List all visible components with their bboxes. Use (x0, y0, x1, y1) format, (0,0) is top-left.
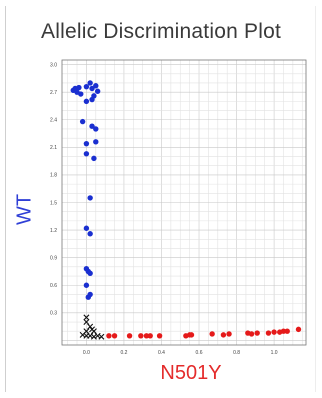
data-point-x (83, 314, 90, 321)
data-point (89, 85, 95, 92)
y-tick-label: 0.9 (50, 255, 57, 261)
data-point (156, 333, 163, 339)
y-tick-label: 2.1 (50, 145, 57, 151)
tick-labels: 0.0 0.2 0.4 0.6 0.8 1.0 0.3 0.6 0.9 1.2 1.5 1.8 2.1 2… (50, 62, 278, 356)
data-point (87, 270, 93, 276)
x-tick-label: 0.6 (196, 350, 203, 356)
data-point-x (98, 333, 105, 340)
data-point (87, 80, 93, 86)
data-point (89, 123, 95, 129)
data-point (94, 88, 101, 94)
data-point (147, 333, 153, 339)
data-point (78, 91, 84, 97)
data-point (106, 333, 112, 339)
data-point (188, 332, 195, 338)
data-point (83, 225, 90, 231)
x-tick-label: 1.0 (271, 350, 278, 356)
data-points (70, 80, 302, 340)
data-point (83, 282, 90, 288)
x-tick-label: 0.2 (120, 350, 127, 356)
data-point-x (87, 332, 94, 339)
data-point (85, 294, 91, 300)
y-tick-label: 1.8 (50, 173, 57, 179)
data-point (295, 326, 302, 333)
y-tick-label: 1.2 (50, 228, 57, 234)
y-tick-label: 3.0 (50, 62, 57, 68)
data-point (93, 139, 99, 145)
data-point (265, 330, 272, 336)
data-point (93, 83, 99, 89)
data-point (76, 84, 82, 91)
x-axis-label: N501Y (160, 362, 222, 384)
y-tick-label: 1.5 (50, 200, 57, 206)
data-point (87, 231, 93, 237)
y-tick-label: 2.7 (50, 90, 57, 96)
data-point (89, 96, 95, 103)
data-point (280, 328, 287, 334)
data-point (284, 328, 290, 334)
x-tick-label: 0.4 (158, 350, 165, 356)
y-tick-label: 0.6 (50, 283, 57, 289)
data-point (91, 155, 97, 162)
data-point (271, 329, 277, 335)
data-point (248, 331, 255, 337)
grid (62, 60, 306, 345)
plot-area (61, 59, 307, 346)
data-point (93, 126, 99, 132)
figure-frame (5, 6, 316, 392)
data-point (138, 333, 144, 339)
data-point-x (90, 328, 97, 335)
data-point (220, 332, 227, 338)
data-point (79, 118, 86, 125)
data-point (87, 195, 93, 201)
data-point (226, 331, 232, 337)
data-point (83, 98, 90, 105)
data-point (254, 330, 260, 336)
data-point (83, 151, 90, 157)
data-point (143, 333, 150, 339)
x-tick-label: 0.0 (83, 350, 90, 356)
y-tick-label: 0.3 (50, 311, 57, 317)
y-tick-label: 2.4 (50, 118, 57, 124)
data-point (83, 83, 90, 90)
x-tick-label: 0.8 (233, 350, 240, 356)
data-point-x (79, 331, 86, 338)
chart-title: Allelic Discrimination Plot (41, 20, 281, 43)
data-point-x (87, 323, 94, 330)
data-point (209, 331, 215, 337)
data-point-x (83, 319, 90, 326)
data-point (83, 140, 90, 147)
data-point (111, 333, 118, 339)
data-point (126, 333, 133, 339)
